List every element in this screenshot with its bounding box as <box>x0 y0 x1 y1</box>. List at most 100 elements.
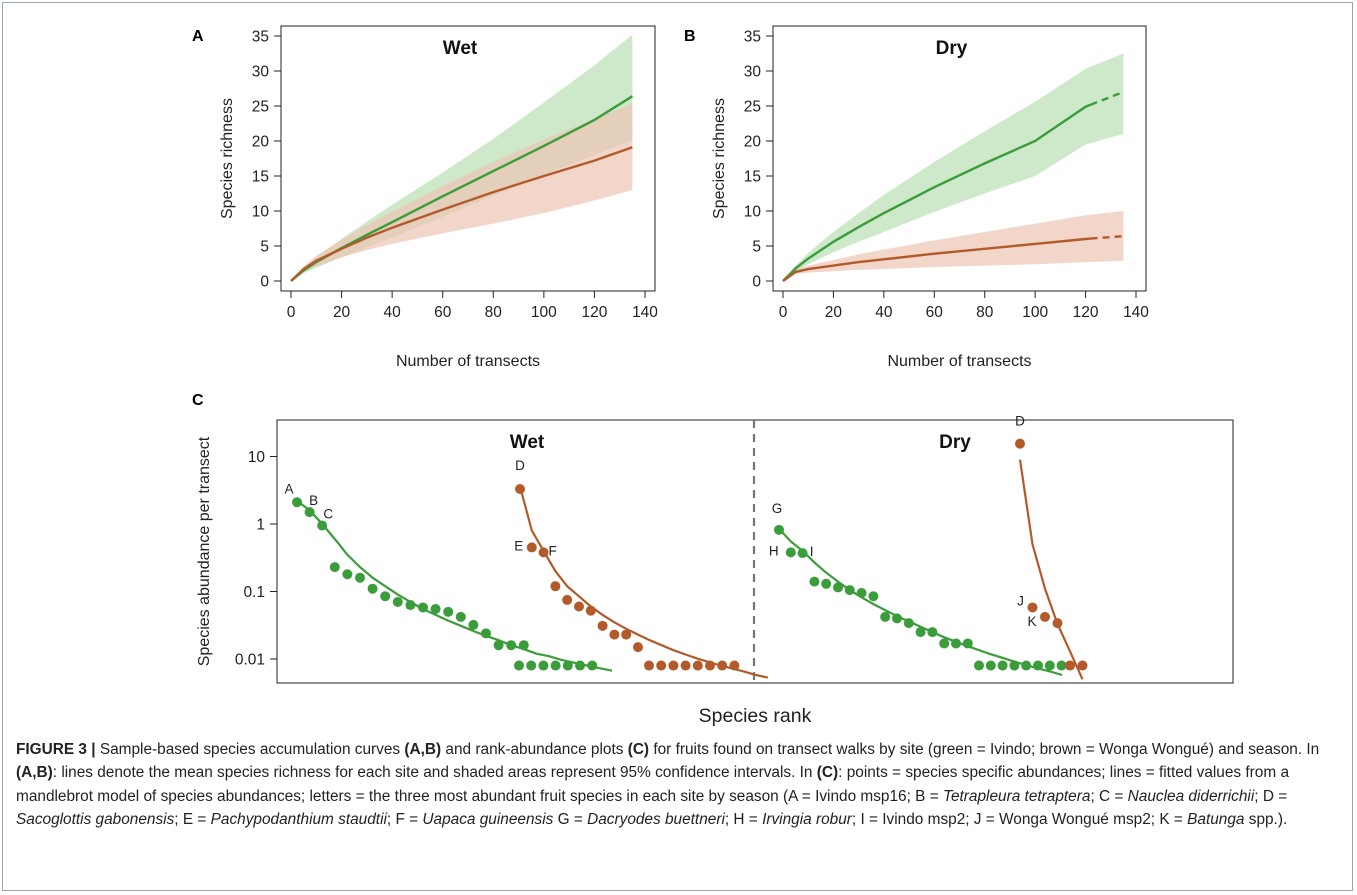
abundance-point-green <box>418 602 428 613</box>
x-tick-label: 120 <box>1073 304 1099 321</box>
caption-figure-number: FIGURE 3 | <box>16 741 96 758</box>
x-tick-label: 60 <box>926 304 944 321</box>
fit-line-brown <box>1018 459 1084 680</box>
abundance-point-green <box>443 606 454 617</box>
caption-segment: ; C = <box>1090 787 1128 805</box>
x-axis-label: Number of transects <box>887 353 1031 370</box>
abundance-point-green <box>380 591 391 602</box>
caption-segment: Uapaca guineensis <box>422 810 554 828</box>
caption-segment: Dacryodes buettneri <box>587 810 725 828</box>
y-tick-label: 5 <box>260 239 269 256</box>
abundance-point-green <box>355 572 365 583</box>
y-tick-label: 20 <box>252 134 270 151</box>
x-tick-label: 120 <box>581 304 607 321</box>
abundance-point-green <box>367 583 378 594</box>
abundance-point-green <box>405 600 416 611</box>
abundance-point-green <box>962 638 973 649</box>
y-tick-label: 15 <box>744 169 761 186</box>
abundance-point-brown <box>633 642 643 653</box>
abundance-point-green <box>997 660 1008 671</box>
panel-letter-c: C <box>192 392 204 409</box>
x-tick-label: 20 <box>825 304 843 321</box>
abundance-point-brown <box>1052 618 1063 629</box>
abundance-point-green <box>292 497 302 508</box>
x-tick-label: 100 <box>1022 304 1048 321</box>
y-tick-label: 1 <box>256 517 265 534</box>
ci-band-brown <box>783 211 1124 281</box>
species-letter-label: K <box>1027 614 1036 629</box>
abundance-point-green <box>833 582 843 593</box>
x-tick-label: 80 <box>485 304 503 321</box>
abundance-point-green <box>538 660 549 671</box>
caption-segment: Sample-based species accumulation curves <box>95 741 405 758</box>
abundance-point-green <box>587 660 598 671</box>
x-tick-label: 0 <box>287 304 296 321</box>
abundance-point-green <box>455 611 466 622</box>
abundance-point-green <box>392 596 403 607</box>
y-tick-label: 35 <box>252 29 269 46</box>
abundance-point-brown <box>705 660 715 671</box>
abundance-point-brown <box>644 660 654 671</box>
species-letter-label: D <box>1015 414 1025 429</box>
abundance-point-green <box>481 628 491 639</box>
abundance-point-green <box>892 613 902 624</box>
ci-band-green <box>783 53 1124 281</box>
abundance-point-green <box>518 640 529 651</box>
abundance-point-brown <box>1027 602 1038 613</box>
abundance-point-brown <box>692 660 703 671</box>
abundance-point-brown <box>597 620 608 631</box>
abundance-point-brown <box>680 660 691 671</box>
species-letter-label: F <box>548 543 556 558</box>
x-tick-label: 100 <box>531 304 557 321</box>
species-letter-label: A <box>284 481 293 496</box>
abundance-point-green <box>329 562 340 573</box>
caption-segment: for fruits found on transect walks by si… <box>649 741 1320 758</box>
abundance-point-green <box>951 638 961 649</box>
caption-segment: : points = species specific abundances; … <box>16 764 1290 805</box>
abundance-point-green <box>809 576 820 587</box>
species-letter-label: J <box>1017 593 1024 608</box>
species-letter-label: E <box>514 538 523 553</box>
abundance-point-green <box>506 640 517 651</box>
caption-segment: (C) <box>816 764 839 782</box>
abundance-point-green <box>1044 660 1055 671</box>
species-letter-label: D <box>515 458 525 473</box>
x-tick-label: 40 <box>875 304 893 321</box>
abundance-point-brown <box>621 629 632 640</box>
caption-segment: spp.). <box>1244 810 1288 828</box>
facet-title: Dry <box>939 432 971 453</box>
abundance-point-green <box>430 604 441 615</box>
abundance-point-green <box>1009 660 1020 671</box>
abundance-point-green <box>1021 660 1032 671</box>
abundance-point-green <box>550 660 561 671</box>
panel-title: Wet <box>443 38 478 59</box>
y-tick-label: 5 <box>752 239 761 256</box>
abundance-point-green <box>493 640 504 651</box>
extrapolation-line-green <box>1090 90 1124 106</box>
y-tick-label: 0.1 <box>243 584 265 601</box>
caption-segment: Batunga <box>1187 810 1245 828</box>
abundance-point-green <box>342 569 353 580</box>
abundance-point-brown <box>1015 438 1025 449</box>
caption-segment: ; I = Ivindo msp2; J = Wonga Wongué msp2… <box>851 810 1188 828</box>
panel-letter-a: A <box>192 28 204 45</box>
y-tick-label: 10 <box>252 204 270 221</box>
caption-segment: and rank-abundance plots <box>441 741 628 758</box>
abundance-point-brown <box>729 660 740 671</box>
caption-segment: ; F = <box>386 810 423 828</box>
plot-frame-a <box>280 25 656 292</box>
abundance-point-brown <box>515 484 525 495</box>
species-letter-label: C <box>323 507 333 522</box>
mean-line-brown <box>782 237 1091 282</box>
x-axis-label: Species rank <box>699 705 812 727</box>
fit-line-green <box>296 500 613 672</box>
y-tick-label: 30 <box>744 64 762 81</box>
species-letter-label: H <box>769 543 779 558</box>
caption-segment: Pachypodanthium staudtii <box>210 810 387 828</box>
caption-segment: G = <box>553 810 588 828</box>
y-tick-label: 10 <box>744 204 762 221</box>
abundance-point-brown <box>562 594 573 605</box>
abundance-point-green <box>1056 660 1067 671</box>
abundance-point-green <box>856 588 867 599</box>
